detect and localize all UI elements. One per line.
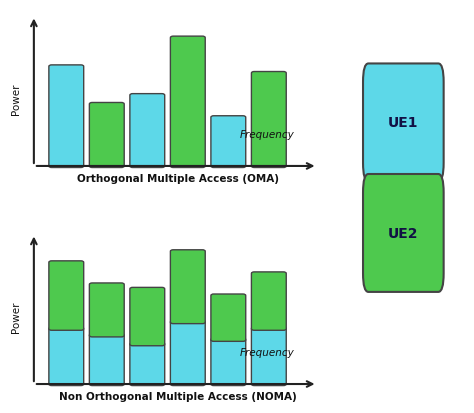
Text: Frequency: Frequency: [239, 130, 294, 140]
X-axis label: Non Orthogonal Multiple Access (NOMA): Non Orthogonal Multiple Access (NOMA): [59, 391, 297, 401]
FancyBboxPatch shape: [251, 272, 286, 330]
FancyBboxPatch shape: [211, 338, 246, 386]
FancyBboxPatch shape: [363, 64, 444, 182]
Text: Power: Power: [10, 301, 21, 332]
FancyBboxPatch shape: [49, 328, 84, 386]
FancyBboxPatch shape: [211, 294, 246, 342]
FancyBboxPatch shape: [90, 103, 124, 168]
Text: UE1: UE1: [388, 116, 419, 130]
FancyBboxPatch shape: [90, 334, 124, 386]
FancyBboxPatch shape: [251, 72, 286, 168]
Text: Frequency: Frequency: [239, 347, 294, 357]
FancyBboxPatch shape: [49, 261, 84, 330]
FancyBboxPatch shape: [170, 321, 205, 386]
X-axis label: Orthogonal Multiple Access (OMA): Orthogonal Multiple Access (OMA): [77, 173, 279, 183]
Text: UE2: UE2: [388, 226, 419, 240]
FancyBboxPatch shape: [130, 288, 165, 346]
FancyBboxPatch shape: [130, 343, 165, 386]
FancyBboxPatch shape: [90, 283, 124, 337]
FancyBboxPatch shape: [363, 175, 444, 292]
FancyBboxPatch shape: [170, 37, 205, 168]
FancyBboxPatch shape: [170, 250, 205, 324]
FancyBboxPatch shape: [251, 328, 286, 386]
FancyBboxPatch shape: [49, 66, 84, 168]
FancyBboxPatch shape: [211, 116, 246, 168]
Text: Power: Power: [10, 83, 21, 115]
FancyBboxPatch shape: [130, 95, 165, 168]
